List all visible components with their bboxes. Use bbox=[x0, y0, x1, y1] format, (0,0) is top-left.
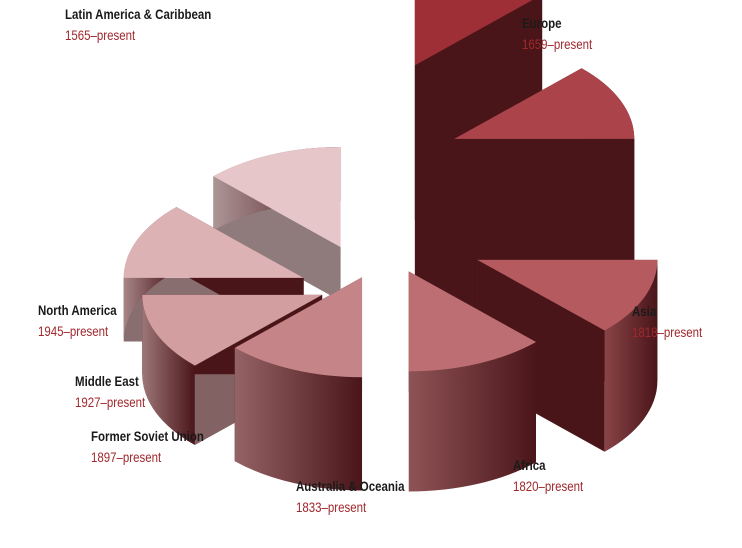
slice-top-face bbox=[477, 259, 658, 331]
label-former-soviet-union: Former Soviet Union 1897–present bbox=[91, 428, 229, 466]
label-asia: Asia 1818–present bbox=[632, 303, 718, 341]
slice-side-face bbox=[477, 259, 605, 452]
slice-name: Africa bbox=[513, 457, 546, 473]
label-africa: Africa 1820–present bbox=[513, 457, 599, 495]
label-latin-america: Latin America & Caribbean 1565–present bbox=[65, 6, 243, 44]
slice-period: 1927–present bbox=[75, 393, 146, 410]
label-europe: Europe 1659–present bbox=[522, 15, 608, 53]
slice-name: Middle East bbox=[75, 373, 139, 389]
slice-outer-face bbox=[604, 259, 658, 452]
slice-period: 1818–present bbox=[632, 323, 703, 340]
slice-outer-face bbox=[408, 342, 537, 492]
slice-top-face bbox=[234, 277, 363, 378]
slice-period: 1833–present bbox=[296, 498, 367, 515]
slice-top-face bbox=[123, 207, 304, 278]
slice-top-face bbox=[414, 0, 533, 66]
slice-name: Australia & Oceania bbox=[296, 478, 405, 494]
label-north-america: North America 1945–present bbox=[38, 302, 134, 340]
label-middle-east: Middle East 1927–present bbox=[75, 373, 161, 411]
slice-name: North America bbox=[38, 302, 117, 318]
slice-name: Europe bbox=[522, 15, 562, 31]
slice-top-face bbox=[454, 68, 635, 139]
slice-period: 1897–present bbox=[91, 448, 162, 465]
slice-africa bbox=[408, 271, 537, 492]
slice-australia-oceania bbox=[234, 277, 363, 491]
slice-period: 1945–present bbox=[38, 322, 109, 339]
slice-period: 1659–present bbox=[522, 35, 593, 52]
slice-name: Latin America & Caribbean bbox=[65, 6, 212, 22]
slice-period: 1820–present bbox=[513, 477, 584, 494]
slice-top-face bbox=[408, 271, 537, 372]
slice-top-face bbox=[142, 294, 323, 366]
slice-north-america bbox=[213, 146, 341, 302]
slice-name: Former Soviet Union bbox=[91, 428, 204, 444]
slice-name: Asia bbox=[632, 303, 657, 319]
slice-top-face bbox=[213, 146, 341, 247]
slice-outer-face bbox=[142, 294, 195, 446]
label-australia-oceania: Australia & Oceania 1833–present bbox=[296, 478, 428, 516]
slice-period: 1565–present bbox=[65, 26, 136, 43]
slice-outer-face bbox=[234, 347, 363, 491]
